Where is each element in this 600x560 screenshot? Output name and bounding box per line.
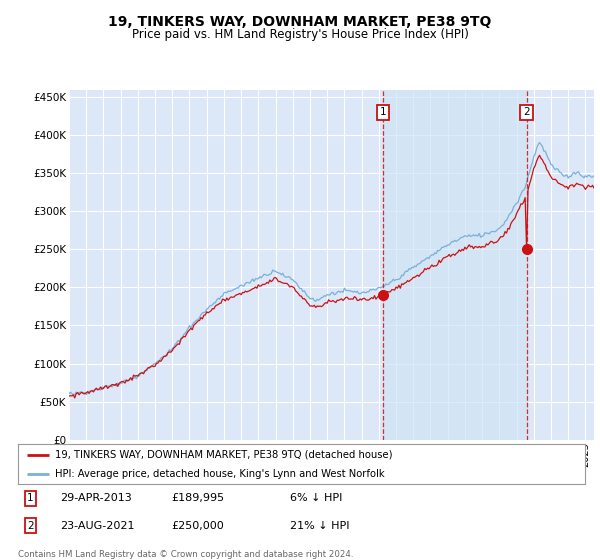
Text: Contains HM Land Registry data © Crown copyright and database right 2024.
This d: Contains HM Land Registry data © Crown c…: [18, 550, 353, 560]
Text: 1: 1: [380, 108, 386, 118]
Text: 29-APR-2013: 29-APR-2013: [61, 493, 132, 503]
Text: 21% ↓ HPI: 21% ↓ HPI: [290, 520, 350, 530]
Text: 23-AUG-2021: 23-AUG-2021: [61, 520, 135, 530]
Text: 1: 1: [27, 493, 34, 503]
Text: Price paid vs. HM Land Registry's House Price Index (HPI): Price paid vs. HM Land Registry's House …: [131, 28, 469, 41]
Text: 6% ↓ HPI: 6% ↓ HPI: [290, 493, 343, 503]
Text: 2: 2: [523, 108, 530, 118]
Text: HPI: Average price, detached house, King's Lynn and West Norfolk: HPI: Average price, detached house, King…: [55, 469, 385, 478]
Text: 2: 2: [27, 520, 34, 530]
Text: £189,995: £189,995: [171, 493, 224, 503]
Text: £250,000: £250,000: [171, 520, 224, 530]
Bar: [383, 90, 527, 440]
Text: 19, TINKERS WAY, DOWNHAM MARKET, PE38 9TQ (detached house): 19, TINKERS WAY, DOWNHAM MARKET, PE38 9T…: [55, 450, 392, 460]
Text: 19, TINKERS WAY, DOWNHAM MARKET, PE38 9TQ: 19, TINKERS WAY, DOWNHAM MARKET, PE38 9T…: [109, 15, 491, 29]
